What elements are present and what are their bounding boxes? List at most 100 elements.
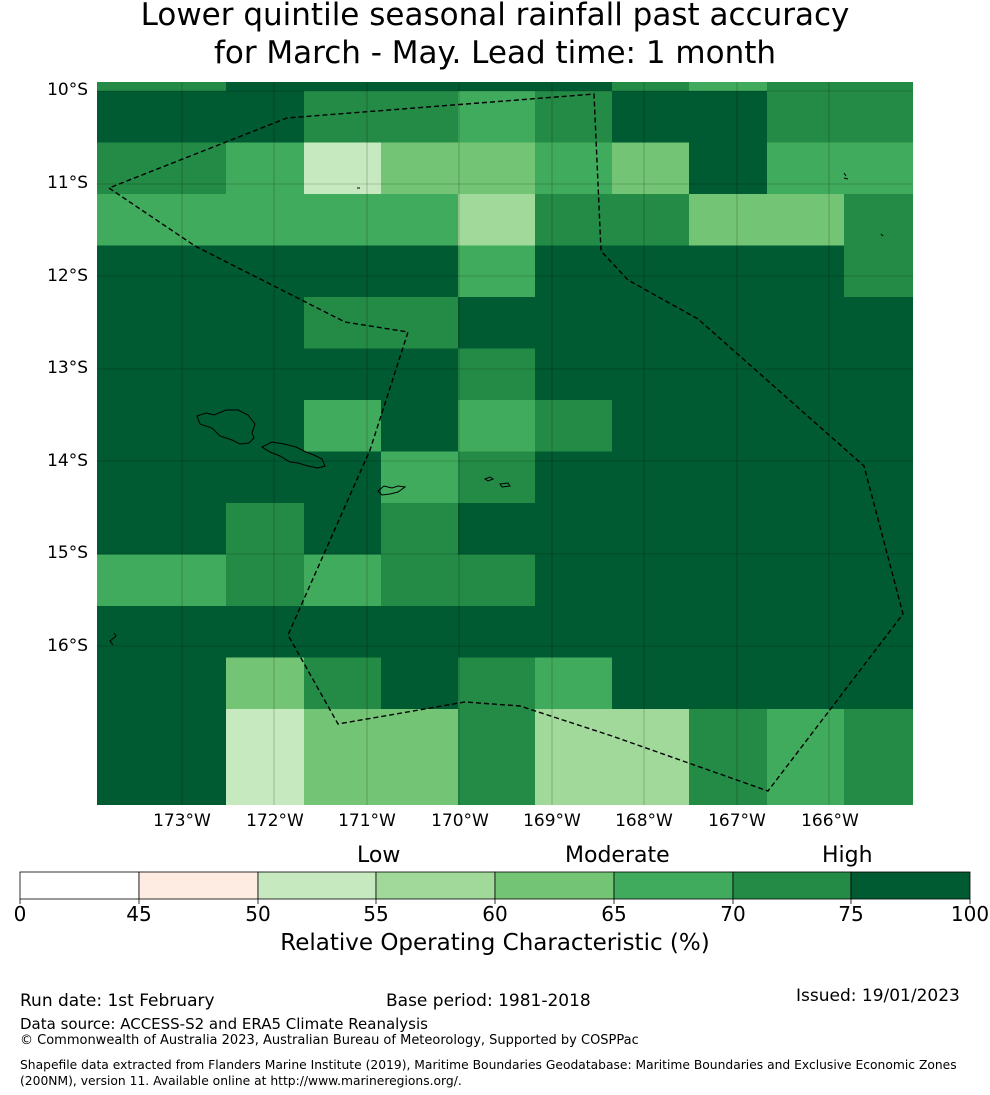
grid-cell [689,400,767,452]
grid-cell [458,503,535,555]
lat-label: 10°S [47,80,88,100]
grid-cell [612,709,689,805]
lon-label: 168°W [615,811,673,831]
grid-cell [844,297,913,349]
grid-cell [226,91,304,143]
grid-cell [381,91,458,143]
grid-cell [381,245,458,297]
colorbar-segment [732,871,852,900]
grid-cell [689,606,767,658]
copyright: © Commonwealth of Australia 2023, Austra… [20,1033,639,1048]
grid-cell [767,503,844,555]
grid-cell [458,606,535,658]
grid-cell [226,245,304,297]
grid-cell [844,451,913,503]
grid-cell [458,194,535,246]
grid-cell [226,451,304,503]
grid-cell [767,297,844,349]
grid-cell [381,348,458,400]
grid-cell [612,554,689,606]
grid-cell [304,142,381,194]
grid-cell [226,657,304,709]
grid-cell [304,245,381,297]
grid-cell [767,194,844,246]
grid-cell [97,451,226,503]
grid-cell [612,297,689,349]
grid-cell [97,194,226,246]
grid-cell [689,554,767,606]
category-high: High [822,843,873,868]
grid-cell [304,297,381,349]
grid-cell [458,348,535,400]
grid-cell [689,657,767,709]
lat-label: 15°S [47,543,88,563]
lat-label: 16°S [47,636,88,656]
colorbar-tick: 60 [482,902,508,926]
lat-label: 11°S [47,173,88,193]
colorbar-segment [375,871,496,900]
grid-cell [458,82,535,91]
chart-title: Lower quintile seasonal rainfall past ac… [0,0,990,72]
grid-cell [767,142,844,194]
base-period: Base period: 1981-2018 [386,991,591,1011]
grid-cell [304,554,381,606]
grid-cell [97,297,226,349]
grid-cell [458,554,535,606]
grid-cell [767,82,844,91]
grid-cell [689,142,767,194]
grid-cell [381,142,458,194]
grid-cell [612,348,689,400]
colorbar-tick: 55 [363,902,389,926]
grid-cell [844,91,913,143]
lon-label: 170°W [431,811,489,831]
grid-cell [689,348,767,400]
grid-cell [612,503,689,555]
grid-cell [97,657,226,709]
lon-label: 172°W [246,811,304,831]
grid-cell [612,657,689,709]
grid-cell [844,82,913,91]
grid-cell [535,451,612,503]
grid-cell [535,194,612,246]
grid-cell [612,245,689,297]
grid-cell [97,709,226,805]
grid-cell [97,245,226,297]
colorbar-segment [257,871,377,900]
grid-cell [612,451,689,503]
category-low: Low [357,843,401,868]
grid-cell [612,606,689,658]
grid-cell [97,82,226,91]
colorbar [19,871,971,904]
grid-cell [97,91,226,143]
grid-cell [381,709,458,805]
data-source: Data source: ACCESS-S2 and ERA5 Climate … [20,1015,428,1033]
colorbar-tick: 100 [950,902,990,926]
grid-cell [612,142,689,194]
grid-cell [226,348,304,400]
grid-cell [458,657,535,709]
grid-cell [226,709,304,805]
grid-cell [844,348,913,400]
colorbar-tick: 70 [720,902,746,926]
accuracy-grid [97,82,913,805]
colorbar-tick: 0 [13,902,27,926]
island-west-1 [109,632,117,646]
grid-cell [458,297,535,349]
grid-cell [844,194,913,246]
grid-cell [458,709,535,805]
grid-cell [97,503,226,555]
grid-cell [226,503,304,555]
grid-cell [767,400,844,452]
grid-cell [535,245,612,297]
title-line-2: for March - May. Lead time: 1 month [213,35,777,71]
colorbar-tick: 45 [126,902,152,926]
grid-cell [535,297,612,349]
grid-cell [458,245,535,297]
grid-cell [304,348,381,400]
grid-cell [381,82,458,91]
grid-cell [535,606,612,658]
grid-cell [381,297,458,349]
grid-cell [767,606,844,658]
island-ofu [483,476,495,482]
